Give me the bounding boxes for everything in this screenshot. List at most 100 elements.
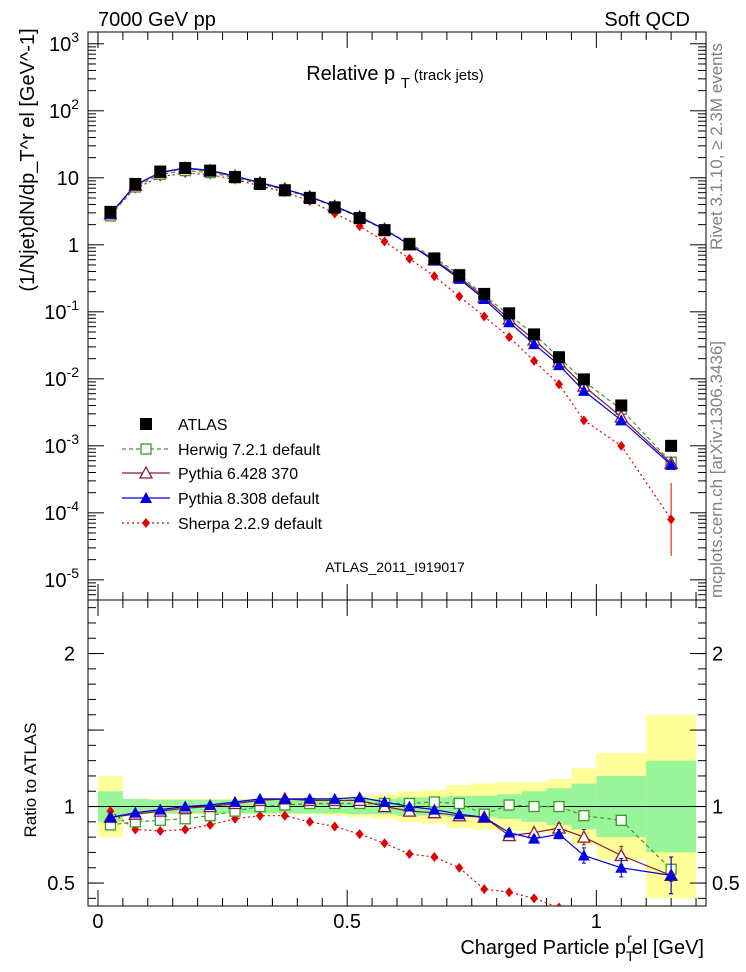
data-point: [528, 338, 541, 350]
ratio-point: [179, 800, 192, 812]
y-tick-label: 103: [49, 29, 79, 56]
legend-entry-herwig: Herwig 7.2.1 default: [122, 442, 321, 459]
x-tick-label: 0.5: [333, 911, 361, 933]
ratio-point: [255, 810, 264, 821]
ratio-panel: 0.5 0.5 1 1 2 2 0 0.5 1 Ratio to ATLAS Charged Par…: [21, 599, 740, 964]
data-point: [278, 184, 291, 197]
ratio-point: [156, 826, 165, 837]
data-point: [530, 355, 539, 366]
data-point: [478, 287, 491, 300]
ratio-point: [553, 800, 565, 813]
ratio-series-pythia8: [104, 791, 678, 895]
data-point: [577, 373, 590, 386]
ratio-point: [129, 806, 142, 818]
y-tick-label: 10-4: [44, 498, 79, 525]
data-point: [455, 291, 464, 302]
ratio-point: [617, 916, 625, 926]
data-point: [380, 236, 389, 247]
ratio-point: [665, 869, 678, 881]
data-point: [579, 415, 588, 426]
ratio-point: [503, 826, 516, 838]
ratio-y-tick-label: 0.5: [47, 873, 75, 895]
ratio-y-axis-label: Ratio to ATLAS: [21, 723, 40, 838]
side-label-mcplots: mcplots.cern.ch [arXiv:1306.3436]: [707, 341, 726, 598]
series-line: [109, 169, 672, 463]
ratio-y-tick-label-right: 2: [712, 644, 723, 666]
ratio-series-sherpa: [106, 806, 625, 926]
chart-title: Relative p T (track jets): [306, 63, 484, 92]
ratio-point: [204, 810, 216, 822]
y-tick-label: 10-3: [44, 431, 79, 458]
data-point: [552, 359, 565, 371]
ratio-point: [229, 795, 242, 807]
ratio-point: [355, 829, 364, 840]
data-point: [480, 311, 489, 322]
side-label-rivet: Rivet 3.1.10, ≥ 2.3M events: [707, 43, 726, 250]
ratio-point: [430, 852, 439, 863]
ratio-point: [576, 829, 591, 843]
ratio-point: [154, 803, 167, 815]
ratio-point: [303, 792, 316, 804]
legend-label: Pythia 8.308 default: [178, 491, 320, 508]
data-point: [204, 164, 217, 177]
ratio-point: [179, 813, 191, 825]
ratio-point: [615, 861, 628, 873]
series-atlas: [104, 162, 678, 452]
data-point: [503, 316, 516, 328]
ratio-point: [206, 819, 215, 830]
data-point: [615, 414, 628, 426]
ratio-point: [104, 811, 117, 823]
data-point: [552, 351, 565, 364]
ratio-point: [505, 887, 514, 898]
data-point: [154, 165, 167, 178]
legend-label: Sherpa 2.2.9 default: [178, 516, 323, 533]
legend-marker: [138, 465, 154, 479]
legend-entry-pythia8: Pythia 8.308 default: [122, 491, 320, 508]
y-tick-label: 10-1: [44, 297, 79, 324]
ratio-point: [528, 800, 540, 813]
ratio-point: [378, 795, 391, 807]
data-point: [430, 271, 439, 282]
ratio-point: [503, 799, 515, 811]
legend: ATLAS Herwig 7.2.1 default Pythia 6.428 37…: [122, 417, 323, 533]
ratio-point: [278, 792, 291, 804]
ratio-point: [380, 838, 389, 849]
data-point: [554, 379, 563, 390]
ratio-series-herwig: [104, 796, 677, 883]
ratio-point: [552, 828, 565, 840]
ratio-y-tick-label-right: 1: [712, 797, 723, 819]
data-point: [577, 384, 590, 396]
data-point: [328, 201, 341, 214]
data-point: [104, 205, 117, 218]
ratio-point: [330, 821, 339, 832]
ratio-point: [328, 792, 341, 804]
ratio-line: [110, 798, 672, 876]
ratio-point: [455, 862, 464, 873]
data-point: [353, 212, 366, 225]
legend-marker: [142, 518, 150, 528]
x-axis-label: Charged Particle pTrel [GeV]: [460, 930, 704, 964]
legend-entry-pythia6: Pythia 6.428 370: [122, 465, 298, 483]
legend-entry-atlas: ATLAS: [140, 417, 228, 434]
ratio-point: [615, 814, 627, 826]
ratio-point: [405, 848, 414, 859]
data-point: [615, 399, 628, 412]
ratio-point: [580, 916, 588, 926]
data-point: [405, 253, 414, 264]
y-tick-label: 10-2: [44, 364, 79, 391]
ratio-point: [577, 849, 590, 861]
ratio-point: [428, 803, 441, 815]
ratio-point: [181, 824, 190, 835]
data-point: [617, 440, 626, 451]
data-point: [253, 177, 266, 190]
ratio-point: [280, 810, 289, 821]
data-point: [505, 332, 514, 343]
legend-label: ATLAS: [178, 417, 228, 434]
ratio-point: [556, 902, 562, 906]
ratio-line: [110, 801, 672, 870]
ratio-y-tick-label: 2: [64, 644, 75, 666]
ratio-point: [353, 791, 366, 803]
data-point: [179, 162, 192, 175]
ratio-line: [110, 810, 557, 906]
